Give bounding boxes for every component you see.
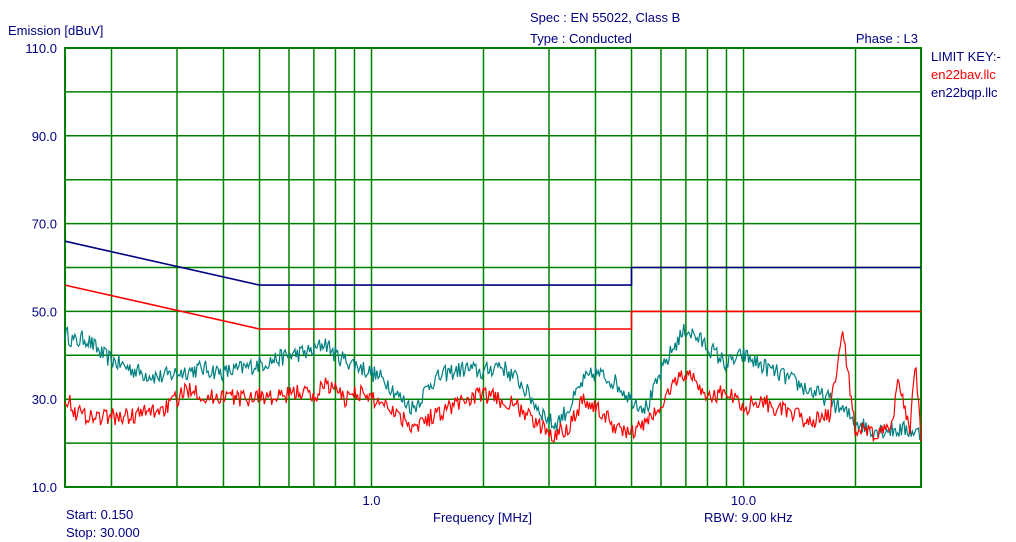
y-tick-label: 110.0 bbox=[25, 41, 57, 56]
phase-label: Phase : L3 bbox=[856, 31, 918, 46]
y-axis-label: Emission [dBuV] bbox=[8, 23, 103, 38]
limit-lines bbox=[64, 240, 921, 330]
legend-entry-qp: en22bqp.llc bbox=[931, 85, 998, 100]
x-tick-labels: 1.0 10.0 bbox=[362, 493, 756, 508]
limit-key-title: LIMIT KEY:- bbox=[931, 49, 1001, 64]
y-tick-label: 70.0 bbox=[32, 217, 57, 232]
limit-line-en22bqp-llc bbox=[64, 240, 921, 286]
limit-line-en22bav-llc bbox=[64, 284, 921, 330]
legend-entry-av: en22bav.llc bbox=[931, 67, 996, 82]
emission-trace-teal bbox=[64, 323, 922, 441]
spec-label: Spec : EN 55022, Class B bbox=[530, 10, 680, 25]
y-tick-label: 90.0 bbox=[32, 129, 57, 144]
x-tick-label: 1.0 bbox=[362, 493, 380, 508]
emission-traces bbox=[64, 323, 922, 443]
rbw-label: RBW: 9.00 kHz bbox=[704, 510, 793, 525]
y-tick-label: 50.0 bbox=[32, 304, 57, 319]
type-label: Type : Conducted bbox=[530, 31, 632, 46]
start-frequency: Start: 0.150 bbox=[66, 507, 133, 522]
x-axis-label: Frequency [MHz] bbox=[433, 510, 532, 525]
emission-trace-red bbox=[64, 331, 922, 443]
y-tick-labels: 110.0 90.0 70.0 50.0 30.0 10.0 bbox=[25, 41, 57, 495]
y-tick-label: 10.0 bbox=[32, 480, 57, 495]
x-tick-label: 10.0 bbox=[731, 493, 756, 508]
stop-frequency: Stop: 30.000 bbox=[66, 525, 140, 540]
y-tick-label: 30.0 bbox=[32, 392, 57, 407]
